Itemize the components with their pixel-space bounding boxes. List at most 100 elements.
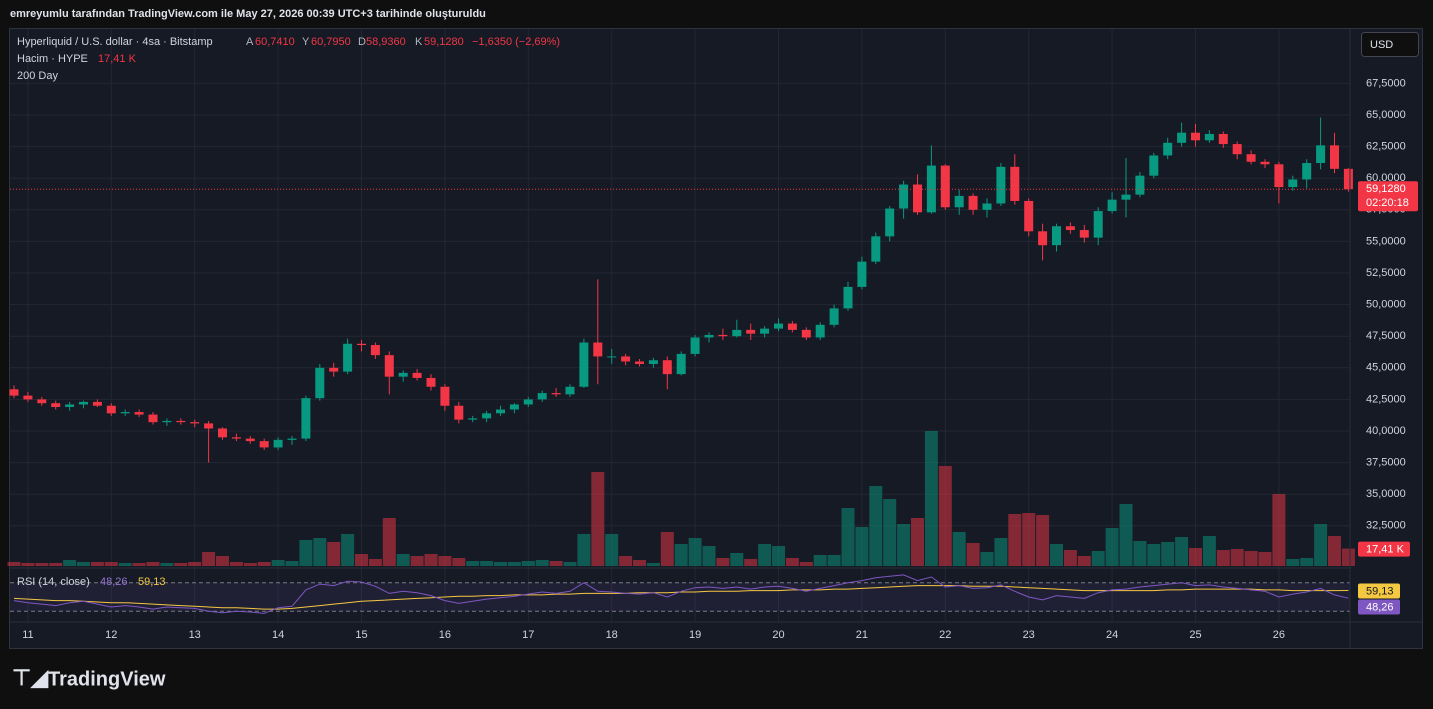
volume-bar xyxy=(424,554,438,566)
candle-body xyxy=(676,353,686,375)
volume-bar xyxy=(1175,537,1189,566)
rsi-legend-value: 48,26 xyxy=(100,576,128,588)
volume-bar xyxy=(1119,504,1133,566)
candle-body xyxy=(718,334,728,337)
volume-bar xyxy=(827,555,841,566)
y-tick-label: 50,0000 xyxy=(1366,299,1406,311)
y-tick-label: 67,5000 xyxy=(1366,77,1406,89)
volume-bar xyxy=(327,542,341,566)
volume-bar xyxy=(49,563,63,566)
volume-bar xyxy=(1216,550,1230,566)
candle-body xyxy=(357,343,366,346)
candle-body xyxy=(1121,194,1131,200)
y-tick-label: 40,0000 xyxy=(1366,425,1406,437)
volume-bar xyxy=(855,527,869,566)
candle-body xyxy=(635,361,644,365)
candle-body xyxy=(426,377,436,387)
brand-icon: ⊤◢ xyxy=(12,665,49,690)
volume-bar xyxy=(1314,524,1328,566)
volume-bar xyxy=(1022,513,1036,566)
volume-bar xyxy=(1244,551,1258,566)
candle-body xyxy=(343,343,353,372)
volume-bar xyxy=(674,544,688,566)
candle-body xyxy=(92,401,102,406)
rsi-ma-tag xyxy=(1358,583,1400,599)
volume-bar xyxy=(188,562,202,566)
volume-bar xyxy=(382,518,396,566)
candle-body xyxy=(690,337,700,354)
x-tick-label: 21 xyxy=(856,629,868,641)
rsi-ma-line xyxy=(13,585,1349,610)
volume-bar xyxy=(285,561,299,566)
candle-body xyxy=(1135,175,1145,195)
candle-body xyxy=(1177,132,1187,143)
volume-bar xyxy=(1202,536,1216,566)
volume-bar xyxy=(660,532,674,566)
candle-body xyxy=(732,329,742,337)
candle-body xyxy=(329,367,339,372)
volume-bar xyxy=(799,562,813,566)
volume-bar xyxy=(1300,558,1314,566)
volume-bar xyxy=(90,562,104,566)
volume-bar xyxy=(466,561,480,566)
volume-bar xyxy=(229,562,243,566)
currency-button[interactable] xyxy=(1361,32,1419,57)
high-key: Y xyxy=(302,36,310,48)
candle-body xyxy=(704,334,714,338)
volume-bar xyxy=(216,556,229,566)
candle-body xyxy=(1107,199,1117,212)
candle-body xyxy=(982,203,992,210)
candle-body xyxy=(843,286,853,309)
candle-body xyxy=(551,393,561,395)
volume-bar xyxy=(146,562,160,566)
volume-bar xyxy=(299,540,313,566)
candle-body xyxy=(204,423,214,429)
countdown-label: 02:20:18 xyxy=(1366,197,1409,209)
volume-bar xyxy=(271,560,285,566)
candle-body xyxy=(1232,144,1242,155)
candle-body xyxy=(37,399,47,404)
candle-body xyxy=(412,372,422,378)
volume-bar xyxy=(994,538,1008,566)
candle-body xyxy=(440,386,450,406)
rsi-ma-tag-label: 59,13 xyxy=(1366,585,1394,597)
rsi-band xyxy=(10,582,1350,612)
volume-bar xyxy=(1189,548,1202,566)
candle-body xyxy=(1038,231,1048,246)
volume-bar xyxy=(77,562,90,566)
candle-body xyxy=(301,398,311,439)
candle-body xyxy=(398,372,408,377)
candle-body xyxy=(134,412,144,415)
volume-bar xyxy=(591,472,605,566)
candle-body xyxy=(1093,211,1103,238)
volume-bar xyxy=(730,553,744,566)
volume-bar xyxy=(869,486,883,566)
candle-body xyxy=(148,414,158,423)
caption: emreyumlu tarafından TradingView.com ile… xyxy=(10,8,486,20)
change-value: −1,6350 (−2,69%) xyxy=(472,36,560,48)
volume-bar xyxy=(507,562,521,566)
volume-bar xyxy=(257,562,271,566)
y-tick-label: 55,0000 xyxy=(1366,235,1406,247)
candle-body xyxy=(829,308,839,325)
candle-body xyxy=(1302,163,1312,180)
x-tick-label: 19 xyxy=(689,629,701,641)
volume-bar xyxy=(911,518,924,566)
candle-body xyxy=(106,405,116,414)
candle-body xyxy=(231,437,241,439)
axis-tags: 59,1280 02:20:18 17,41 K 59,13 48,26 xyxy=(1358,181,1418,615)
candle-body xyxy=(259,441,269,448)
volume-bar xyxy=(1147,544,1161,566)
volume-tag xyxy=(1358,541,1410,557)
volume-bar xyxy=(1272,494,1286,566)
currency-label[interactable]: USD xyxy=(1370,39,1393,51)
candle-body xyxy=(482,413,492,419)
volume-bar xyxy=(702,546,716,566)
candle-body xyxy=(593,342,603,357)
candle-body xyxy=(523,399,533,405)
x-tick-label: 16 xyxy=(439,629,451,641)
candle-body xyxy=(968,195,978,210)
x-tick-label: 20 xyxy=(772,629,784,641)
candle-body xyxy=(648,360,658,365)
